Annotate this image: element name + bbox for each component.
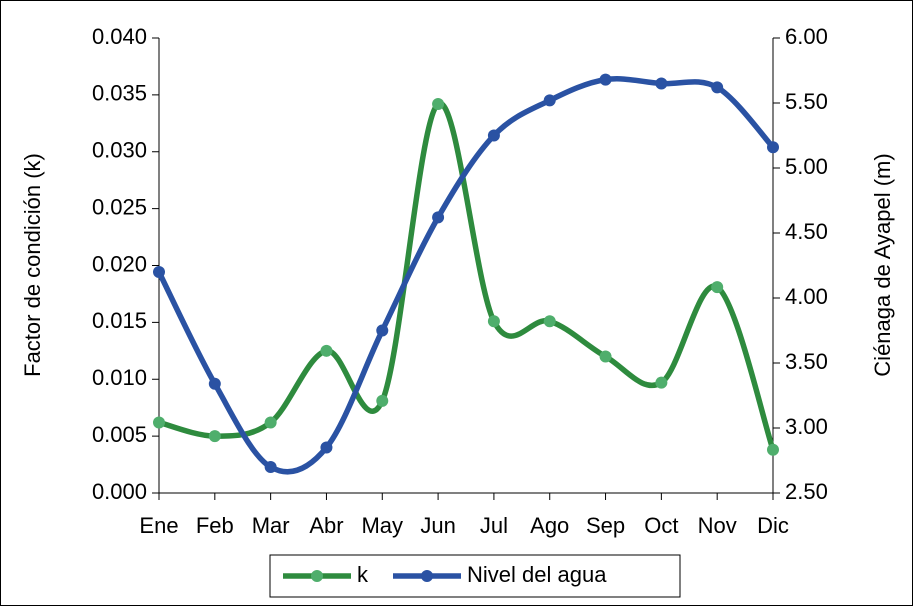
series-marker <box>153 416 165 429</box>
series-marker <box>655 376 668 389</box>
legend-label: Nivel del agua <box>467 562 607 587</box>
x-tick-label: Oct <box>644 513 678 538</box>
y-tick-label: 0.010 <box>92 365 147 390</box>
y-tick-label: 0.035 <box>92 81 147 106</box>
series-marker <box>376 324 389 337</box>
x-tick-label: Abr <box>309 513 343 538</box>
y-tick-label: 0.020 <box>92 251 147 276</box>
y-tick-label: 0.030 <box>92 138 147 163</box>
y2-tick-label: 5.50 <box>785 89 828 114</box>
x-tick-label: Ene <box>139 513 178 538</box>
series-marker <box>376 394 389 407</box>
series-marker <box>320 441 333 454</box>
x-tick-label: Mar <box>252 513 290 538</box>
series-marker <box>599 350 612 363</box>
series-marker <box>487 129 500 142</box>
x-tick-label: Dic <box>757 513 789 538</box>
x-tick-label: Sep <box>586 513 625 538</box>
x-tick-label: Nov <box>698 513 737 538</box>
y-tick-label: 0.040 <box>92 24 147 49</box>
series-marker <box>599 73 612 86</box>
x-tick-label: Feb <box>196 513 234 538</box>
y-tick-label: 0.000 <box>92 479 147 504</box>
y2-tick-label: 4.50 <box>785 219 828 244</box>
y2-axis-label: Ciénaga de Ayapel (m) <box>870 153 895 376</box>
legend-marker <box>421 570 433 582</box>
series-marker <box>264 461 277 473</box>
y-tick-label: 0.015 <box>92 308 147 333</box>
series-marker <box>153 266 165 278</box>
series-marker <box>767 443 779 456</box>
legend-label: k <box>357 562 369 587</box>
y-axis-label: Factor de condición (k) <box>20 153 45 377</box>
y2-tick-label: 6.00 <box>785 24 828 49</box>
y2-tick-label: 4.00 <box>785 284 828 309</box>
series-marker <box>543 315 556 328</box>
x-tick-label: Jun <box>420 513 455 538</box>
y2-tick-label: 2.50 <box>785 479 828 504</box>
series-marker <box>711 81 724 94</box>
series-marker <box>711 281 724 294</box>
series-marker <box>767 141 779 154</box>
series-marker <box>655 77 668 90</box>
y2-tick-label: 3.00 <box>785 414 828 439</box>
series-marker <box>432 97 445 110</box>
x-tick-label: Ago <box>530 513 569 538</box>
y-tick-label: 0.005 <box>92 422 147 447</box>
series-marker <box>264 416 277 429</box>
series-marker <box>432 211 445 224</box>
series-marker <box>208 430 221 443</box>
y-tick-label: 0.025 <box>92 194 147 219</box>
series-marker <box>543 94 556 107</box>
x-tick-label: Jul <box>480 513 508 538</box>
x-tick-label: May <box>361 513 403 538</box>
series-marker <box>487 315 500 328</box>
y2-tick-label: 5.00 <box>785 154 828 179</box>
series-marker <box>320 344 333 357</box>
series-marker <box>208 377 221 390</box>
legend-marker <box>311 570 323 582</box>
y2-tick-label: 3.50 <box>785 349 828 374</box>
